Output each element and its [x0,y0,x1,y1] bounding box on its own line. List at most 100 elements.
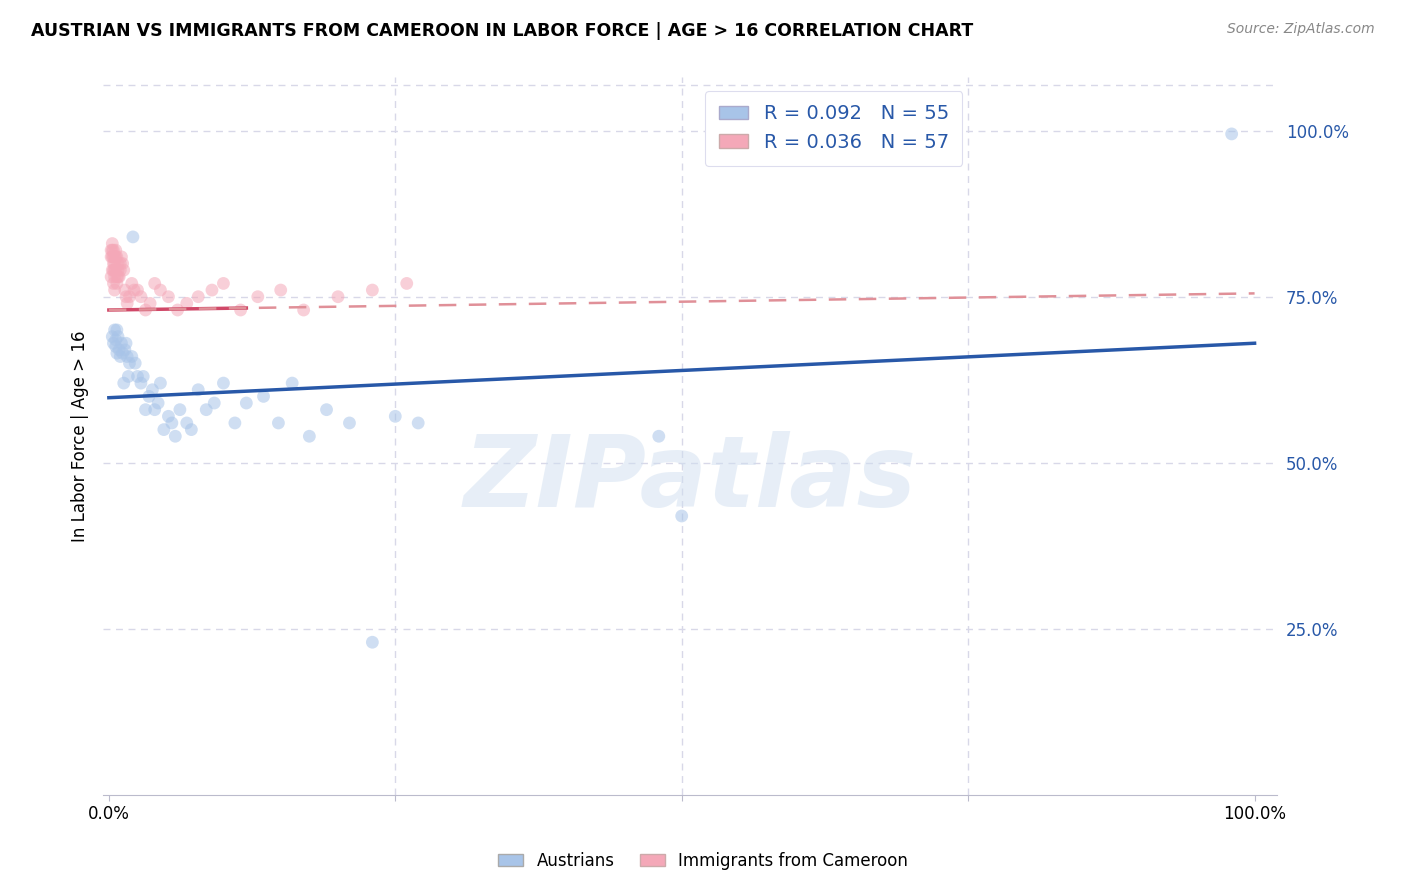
Point [112,376,135,390]
Point [361,635,384,649]
Point [141,383,163,397]
Text: ZIPatlas: ZIPatlas [464,431,917,528]
Point [107,263,129,277]
Point [267,416,290,430]
Point [149,376,172,390]
Point [648,429,671,443]
Text: Source: ZipAtlas.com: Source: ZipAtlas.com [1227,22,1375,37]
Legend: R = 0.092   N = 55, R = 0.036   N = 57: R = 0.092 N = 55, R = 0.036 N = 57 [706,91,963,166]
Point [103,323,125,337]
Point [138,389,160,403]
Point [110,250,132,264]
Point [127,283,149,297]
Point [105,250,128,264]
Point [315,402,337,417]
Point [112,263,135,277]
Text: AUSTRIAN VS IMMIGRANTS FROM CAMEROON IN LABOR FORCE | AGE > 16 CORRELATION CHART: AUSTRIAN VS IMMIGRANTS FROM CAMEROON IN … [31,22,973,40]
Point [153,423,176,437]
Point [180,423,202,437]
Point [118,356,141,370]
Point [101,243,124,257]
Point [202,396,225,410]
Point [118,290,141,304]
Point [224,416,246,430]
Point [270,283,292,297]
Point [143,277,166,291]
Point [100,243,122,257]
Point [111,346,134,360]
Point [104,333,127,347]
Point [107,256,129,270]
Point [115,290,138,304]
Point [101,236,124,251]
Point [105,346,128,360]
Point [101,329,124,343]
Point [103,250,125,264]
Point [176,296,198,310]
Point [105,323,128,337]
Point [114,343,136,357]
Point [671,508,693,523]
Point [166,303,188,318]
Point [105,269,128,284]
Point [103,277,125,291]
Point [292,303,315,318]
Point [157,409,180,424]
Point [103,263,125,277]
Point [298,429,321,443]
Point [187,383,209,397]
Point [246,290,269,304]
Point [117,369,139,384]
Point [176,416,198,430]
Point [395,277,418,291]
Point [122,230,145,244]
Point [105,277,128,291]
Point [114,283,136,297]
Point [104,340,127,354]
Point [134,303,156,318]
Point [129,290,152,304]
Point [160,416,183,430]
Point [252,389,274,403]
Point [108,269,131,284]
Point [281,376,304,390]
Point [101,250,124,264]
Point [129,376,152,390]
Point [169,402,191,417]
Point [149,283,172,297]
Point [103,256,125,270]
Point [157,290,180,304]
Point [201,283,224,297]
Point [124,356,146,370]
Point [127,369,149,384]
Point [165,429,187,443]
Point [110,256,132,270]
Point [121,277,143,291]
Point [108,343,131,357]
Point [104,250,127,264]
Point [122,283,145,297]
Point [107,269,129,284]
Point [107,329,129,343]
Point [229,303,252,318]
Point [110,350,132,364]
Point [406,416,429,430]
Point [110,263,132,277]
Point [384,409,406,424]
Y-axis label: In Labor Force | Age > 16: In Labor Force | Age > 16 [72,331,89,542]
Point [212,376,235,390]
Point [110,336,132,351]
Point [143,402,166,417]
Point [132,369,155,384]
Point [104,263,127,277]
Point [111,256,134,270]
Point [103,269,125,284]
Point [134,402,156,417]
Point [212,277,235,291]
Point [101,263,124,277]
Point [187,290,209,304]
Point [103,256,125,270]
Point [361,283,384,297]
Point [103,243,125,257]
Point [100,269,122,284]
